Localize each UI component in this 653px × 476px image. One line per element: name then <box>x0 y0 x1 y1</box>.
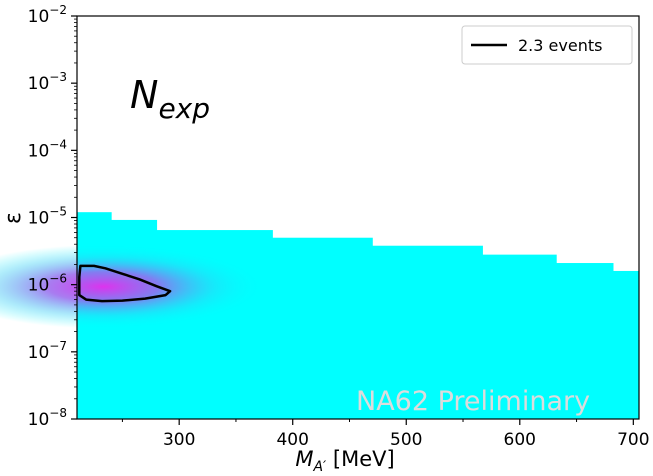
y-tick-label--8: 10−8 <box>28 406 67 430</box>
y-axis-label: ε <box>1 212 26 224</box>
x-tick-label-300: 300 <box>163 430 195 450</box>
y-tick-label--7: 10−7 <box>28 339 67 363</box>
y-tick-label--5: 10−5 <box>28 205 67 229</box>
contour-2p3-events <box>78 264 172 303</box>
y-tick-label--3: 10−3 <box>28 70 67 94</box>
heatmap-hotspot <box>0 244 264 329</box>
x-tick-label-700: 700 <box>617 430 649 450</box>
x-tick-label-500: 500 <box>390 430 422 450</box>
y-tick-label--2: 10−2 <box>28 3 67 27</box>
y-tick-label--6: 10−6 <box>28 272 67 296</box>
y-tick-label--4: 10−4 <box>28 137 67 161</box>
y-axis-ticks: 10−8 10−7 10−6 10−5 10−4 10−3 10−2 <box>28 3 77 430</box>
x-tick-label-600: 600 <box>504 430 536 450</box>
region-step-5 <box>482 254 557 419</box>
region-step-7 <box>612 270 639 419</box>
region-step-3 <box>272 237 373 419</box>
legend: 2.3 events <box>461 25 633 65</box>
x-tick-label-400: 400 <box>276 430 308 450</box>
annotation-nexp: Nexp <box>130 73 210 125</box>
legend-box <box>461 25 633 65</box>
region-step-4 <box>372 245 483 419</box>
region-step-6 <box>556 263 614 419</box>
x-axis-ticks: 300 400 500 600 700 <box>121 419 650 450</box>
x-axis-label: MA′ [MeV] <box>295 447 394 472</box>
watermark: NA62 Preliminary <box>356 386 590 417</box>
legend-label: 2.3 events <box>518 36 602 55</box>
